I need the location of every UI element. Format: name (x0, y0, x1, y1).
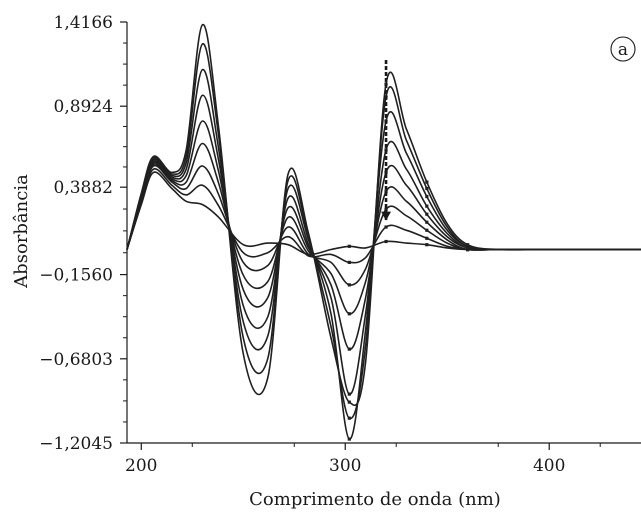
y-tick-label: −0,6803 (39, 350, 113, 370)
spectrum-line-5 (126, 120, 641, 350)
spectrum-point (384, 148, 388, 152)
x-axis-title: Comprimento de onda (nm) (249, 489, 501, 510)
spectrum-point (425, 204, 429, 208)
spectrum-point (347, 392, 351, 396)
y-tick-label: 0,3882 (54, 178, 113, 198)
spectrum-point (425, 220, 429, 224)
spectrum-point (425, 243, 429, 247)
x-ticks: 200 300 400 (125, 443, 565, 476)
spectrum-point (347, 347, 351, 351)
spectrum-point (347, 416, 351, 420)
spectrum-point (466, 246, 470, 250)
panel-label: a (618, 40, 628, 60)
spectrum-line-3 (126, 68, 641, 440)
panel-label-circle (610, 36, 636, 62)
y-tick-label: 0,8924 (54, 97, 113, 117)
spectrum-point (466, 247, 470, 252)
panel-label-badge: a (610, 36, 636, 62)
spectrum-point (384, 207, 388, 211)
spectrum-point (384, 170, 388, 175)
spectrum-point (347, 437, 351, 441)
spectrum-line-9 (126, 171, 641, 256)
arrow-head (381, 211, 392, 221)
spectrum-point (384, 225, 388, 229)
x-minor-ticks (191, 443, 601, 447)
y-tick-label: 1,4166 (54, 13, 113, 33)
y-tick-label: −0,1560 (39, 266, 113, 286)
spectrum-point (466, 243, 470, 247)
spectrum-point (466, 244, 470, 248)
spectrum-point (347, 260, 351, 264)
spectrum-point (347, 400, 351, 404)
x-tick-label: 300 (329, 456, 361, 476)
spectrum-point (425, 228, 429, 232)
spectrum-line-4 (126, 94, 641, 395)
y-minor-ticks (123, 42, 127, 423)
arrow-annotation (381, 60, 392, 221)
spectrum-point (425, 236, 429, 240)
spectrum-point (425, 186, 429, 191)
x-tick-label: 200 (125, 456, 157, 476)
spectrum-point (347, 312, 351, 316)
y-ticks: 1,4166 0,8924 0,3882 −0,1560 −0,6803 −1,2045 (39, 13, 127, 454)
y-tick-label: −1,2045 (39, 434, 113, 454)
spectrum-point (347, 283, 351, 287)
x-tick-label: 400 (533, 456, 565, 476)
spectrum-point (384, 190, 388, 194)
spectra-series (126, 23, 641, 441)
axes: 200 300 400 1,4166 0,8924 0,3882 −0,1560 −0,68… (39, 13, 641, 476)
spectrum-point (425, 212, 429, 216)
spectrum-point (384, 239, 388, 244)
spectrum-point (425, 194, 429, 199)
spectrum-point (425, 180, 429, 184)
y-axis-title: Absorbância (11, 174, 32, 289)
spectrum-point (347, 244, 351, 248)
spectrum-line-6 (126, 142, 641, 315)
